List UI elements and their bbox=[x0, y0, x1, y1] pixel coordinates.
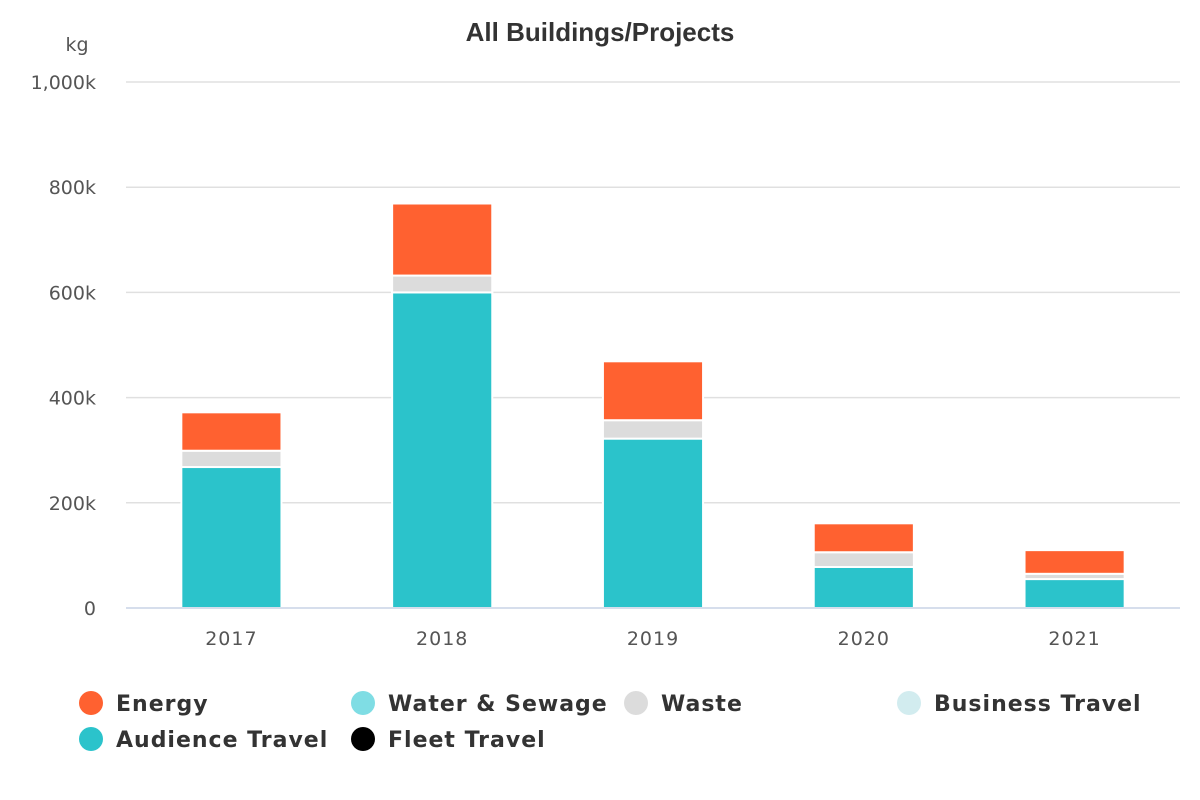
x-tick-label: 2018 bbox=[416, 628, 468, 650]
legend-label: Water & Sewage bbox=[388, 692, 608, 717]
legend-swatch bbox=[897, 691, 921, 715]
bar-segment-waste-2019[interactable] bbox=[601, 419, 705, 440]
legend-swatch bbox=[351, 727, 375, 751]
gridlines bbox=[126, 81, 1180, 504]
bar-segment-energy-2017[interactable] bbox=[180, 411, 283, 452]
legend-label: Waste bbox=[661, 692, 743, 717]
legend-label: Energy bbox=[116, 692, 209, 717]
bar-segment-energy-2018[interactable] bbox=[391, 202, 494, 277]
bar-segment-energy-2021[interactable] bbox=[1023, 549, 1126, 575]
axes: 0 200k 400k 600k 800k 1,000k 2017 2018 2019 2020 2… bbox=[31, 72, 1180, 650]
y-tick-label: 1,000k bbox=[31, 72, 96, 94]
legend-item-water-sewage[interactable]: Water & Sewage bbox=[351, 691, 608, 717]
legend-swatch bbox=[351, 691, 375, 715]
legend-item-energy[interactable]: Energy bbox=[79, 691, 209, 717]
x-tick-label: 2020 bbox=[838, 628, 890, 650]
legend-item-fleet-travel[interactable]: Fleet Travel bbox=[351, 727, 546, 753]
bar-segment-audience-travel-2020[interactable] bbox=[812, 565, 915, 609]
bar-segment-audience-travel-2018[interactable] bbox=[391, 291, 494, 609]
bar-stack-2021[interactable] bbox=[1023, 549, 1126, 610]
legend-swatch bbox=[79, 727, 103, 751]
legend-swatch bbox=[79, 691, 103, 715]
bar-stack-2017[interactable] bbox=[180, 411, 283, 610]
legend-item-business-travel[interactable]: Business Travel bbox=[897, 691, 1142, 717]
legend-swatch bbox=[624, 691, 648, 715]
y-tick-label: 400k bbox=[49, 388, 96, 410]
x-tick-label: 2017 bbox=[205, 628, 257, 650]
legend-label: Audience Travel bbox=[116, 728, 328, 753]
bars bbox=[180, 202, 1126, 610]
legend-item-audience-travel[interactable]: Audience Travel bbox=[79, 727, 328, 753]
x-tick-label: 2019 bbox=[627, 628, 679, 650]
chart-title: All Buildings/Projects bbox=[466, 17, 735, 47]
y-tick-label: 800k bbox=[49, 177, 96, 199]
x-tick-label: 2021 bbox=[1048, 628, 1100, 650]
bar-stack-2019[interactable] bbox=[601, 360, 705, 609]
legend-label: Fleet Travel bbox=[388, 728, 546, 753]
y-tick-label: 200k bbox=[49, 493, 96, 515]
bar-stack-2018[interactable] bbox=[391, 202, 494, 609]
bar-segment-energy-2020[interactable] bbox=[812, 522, 915, 554]
bar-segment-waste-2020[interactable] bbox=[812, 551, 915, 568]
bar-segment-waste-2018[interactable] bbox=[391, 274, 494, 294]
legend[interactable]: Energy Water & Sewage Waste Business Travel… bbox=[79, 691, 1142, 753]
bar-stack-2020[interactable] bbox=[812, 522, 915, 609]
bar-segment-audience-travel-2019[interactable] bbox=[601, 437, 705, 609]
legend-label: Business Travel bbox=[934, 692, 1142, 717]
legend-item-waste[interactable]: Waste bbox=[624, 691, 743, 717]
y-tick-label: 600k bbox=[49, 282, 96, 304]
bar-segment-audience-travel-2017[interactable] bbox=[180, 466, 283, 610]
bar-segment-audience-travel-2021[interactable] bbox=[1023, 578, 1126, 610]
bar-segment-waste-2017[interactable] bbox=[180, 449, 283, 469]
y-tick-label: 0 bbox=[84, 598, 96, 620]
bar-segment-energy-2019[interactable] bbox=[601, 360, 705, 422]
y-axis-unit-label: kg bbox=[65, 34, 88, 56]
